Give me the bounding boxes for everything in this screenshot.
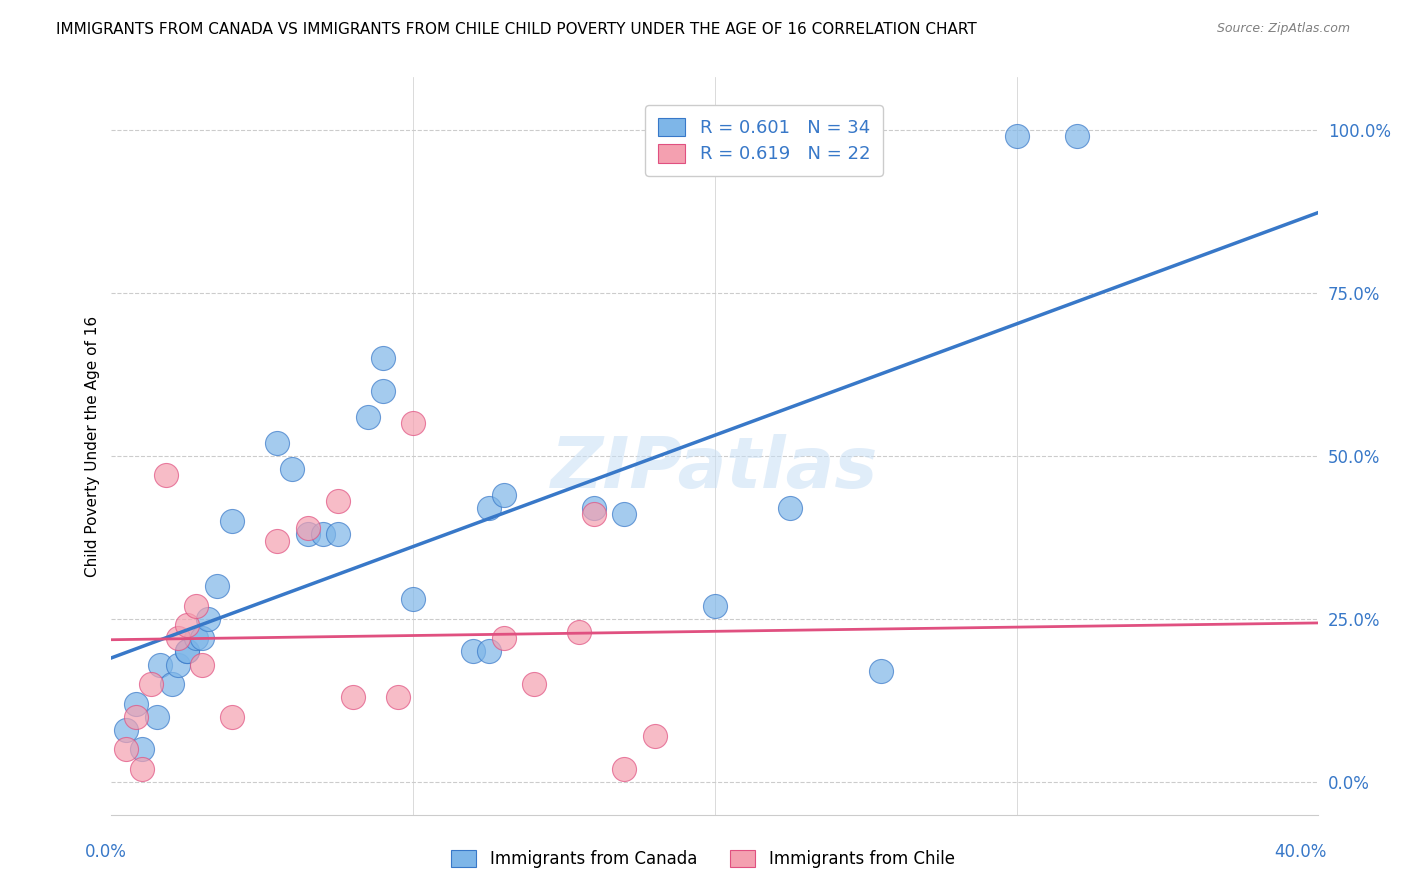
- Point: [326, 527, 349, 541]
- Point: [402, 592, 425, 607]
- Point: [221, 709, 243, 723]
- Point: [166, 632, 188, 646]
- Point: [387, 690, 409, 705]
- Point: [191, 657, 214, 672]
- Point: [311, 527, 333, 541]
- Point: [131, 762, 153, 776]
- Point: [155, 468, 177, 483]
- Point: [115, 742, 138, 756]
- Point: [1005, 129, 1028, 144]
- Y-axis label: Child Poverty Under the Age of 16: Child Poverty Under the Age of 16: [86, 316, 100, 576]
- Point: [568, 624, 591, 639]
- Point: [342, 690, 364, 705]
- Point: [166, 657, 188, 672]
- Point: [205, 579, 228, 593]
- Point: [266, 435, 288, 450]
- Point: [124, 709, 146, 723]
- Text: ZIPatlas: ZIPatlas: [551, 434, 879, 502]
- Point: [281, 462, 304, 476]
- Point: [869, 664, 891, 678]
- Legend: R = 0.601   N = 34, R = 0.619   N = 22: R = 0.601 N = 34, R = 0.619 N = 22: [645, 105, 883, 176]
- Point: [492, 632, 515, 646]
- Point: [149, 657, 172, 672]
- Point: [176, 644, 198, 658]
- Point: [523, 677, 546, 691]
- Point: [184, 632, 207, 646]
- Point: [326, 494, 349, 508]
- Point: [477, 644, 499, 658]
- Point: [221, 514, 243, 528]
- Point: [371, 351, 394, 365]
- Point: [176, 644, 198, 658]
- Legend: Immigrants from Canada, Immigrants from Chile: Immigrants from Canada, Immigrants from …: [444, 843, 962, 875]
- Point: [184, 599, 207, 613]
- Point: [1066, 129, 1088, 144]
- Point: [402, 416, 425, 430]
- Point: [297, 520, 319, 534]
- Point: [583, 500, 606, 515]
- Point: [644, 729, 666, 743]
- Point: [583, 508, 606, 522]
- Point: [139, 677, 162, 691]
- Point: [145, 709, 167, 723]
- Point: [613, 508, 636, 522]
- Point: [779, 500, 801, 515]
- Point: [115, 723, 138, 737]
- Text: 0.0%: 0.0%: [84, 843, 127, 861]
- Point: [613, 762, 636, 776]
- Point: [703, 599, 725, 613]
- Point: [297, 527, 319, 541]
- Text: Source: ZipAtlas.com: Source: ZipAtlas.com: [1216, 22, 1350, 36]
- Point: [131, 742, 153, 756]
- Point: [191, 632, 214, 646]
- Point: [176, 618, 198, 632]
- Point: [477, 500, 499, 515]
- Text: 40.0%: 40.0%: [1274, 843, 1327, 861]
- Point: [492, 488, 515, 502]
- Point: [160, 677, 183, 691]
- Point: [266, 533, 288, 548]
- Point: [371, 384, 394, 398]
- Text: IMMIGRANTS FROM CANADA VS IMMIGRANTS FROM CHILE CHILD POVERTY UNDER THE AGE OF 1: IMMIGRANTS FROM CANADA VS IMMIGRANTS FRO…: [56, 22, 977, 37]
- Point: [197, 612, 219, 626]
- Point: [463, 644, 485, 658]
- Point: [357, 409, 380, 424]
- Point: [124, 697, 146, 711]
